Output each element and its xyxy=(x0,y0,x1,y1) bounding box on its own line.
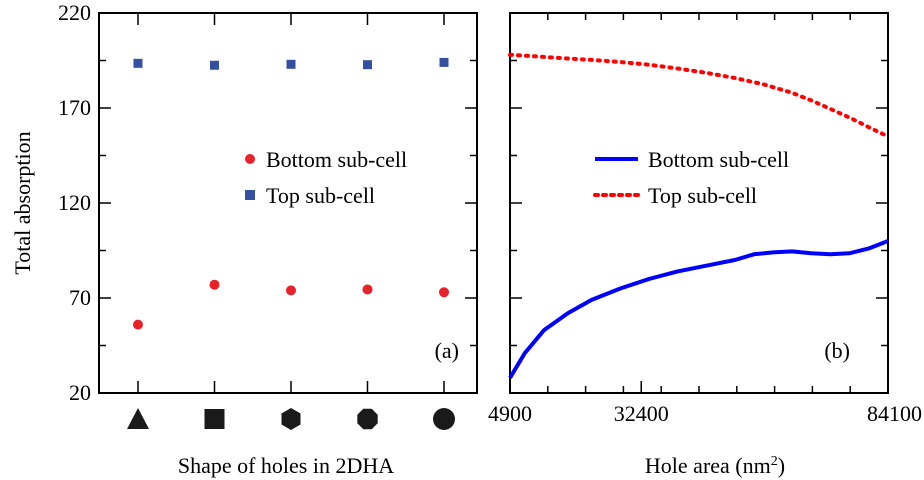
legend-bottom-label: Bottom sub-cell xyxy=(266,147,407,172)
legend-top-marker xyxy=(245,190,255,200)
bottom-subcell-point xyxy=(133,319,143,330)
y-tick-label: 20 xyxy=(69,380,91,405)
panel-b-ticks: 4900 32400 84100 xyxy=(488,12,922,426)
panel-b-label: (b) xyxy=(824,338,850,363)
top-subcell-point xyxy=(439,57,449,67)
bottom-subcell-point xyxy=(439,287,449,298)
legend-top-label-b: Top sub-cell xyxy=(648,183,757,208)
panel-a-x-axis-title: Shape of holes in 2DHA xyxy=(178,453,394,478)
legend-bottom-marker xyxy=(245,154,255,164)
panel-b-lines xyxy=(508,52,890,379)
panel-b: 4900 32400 84100 Hole area (nm2) (b) Botto… xyxy=(488,12,922,478)
legend-bottom-label-b: Bottom sub-cell xyxy=(648,147,789,172)
panel-b-x-axis-title: Hole area (nm2) xyxy=(645,453,785,478)
square-icon xyxy=(204,409,225,429)
y-tick-label: 170 xyxy=(58,95,91,120)
top-subcell-point xyxy=(133,58,143,68)
y-axis-title: Total absorption xyxy=(10,131,35,274)
panel-b-legend: Bottom sub-cell Top sub-cell xyxy=(593,147,789,208)
top-subcell-line xyxy=(508,52,890,139)
hexagon-icon xyxy=(281,408,301,430)
b-x-tick-label: 32400 xyxy=(614,401,669,426)
b-x-tick-label: 84100 xyxy=(867,401,922,426)
panel-a-legend: Bottom sub-cell Top sub-cell xyxy=(245,147,407,208)
triangle-icon xyxy=(127,408,149,429)
bottom-subcell-point xyxy=(362,284,373,295)
y-tick-label: 70 xyxy=(69,285,91,310)
bottom-subcell-line xyxy=(508,239,889,379)
panel-a: 20 70 120 170 220 Total absorption Shape of … xyxy=(10,0,478,478)
circle-icon xyxy=(433,408,455,430)
octagon-icon xyxy=(357,408,378,430)
y-tick-label: 220 xyxy=(58,0,91,25)
y-tick-label: 120 xyxy=(58,190,91,215)
top-subcell-point xyxy=(210,60,219,70)
top-subcell-point xyxy=(286,59,296,69)
panel-a-ticks: 20 70 120 170 220 xyxy=(58,0,477,405)
bottom-subcell-point xyxy=(209,279,220,290)
b-x-tick-label: 4900 xyxy=(488,401,532,426)
panel-a-marks xyxy=(133,57,449,330)
bottom-subcell-point xyxy=(286,285,296,296)
panel-a-label: (a) xyxy=(435,338,459,363)
legend-top-label: Top sub-cell xyxy=(266,183,375,208)
top-subcell-point xyxy=(363,60,372,70)
panel-a-shape-ticks xyxy=(127,408,455,430)
